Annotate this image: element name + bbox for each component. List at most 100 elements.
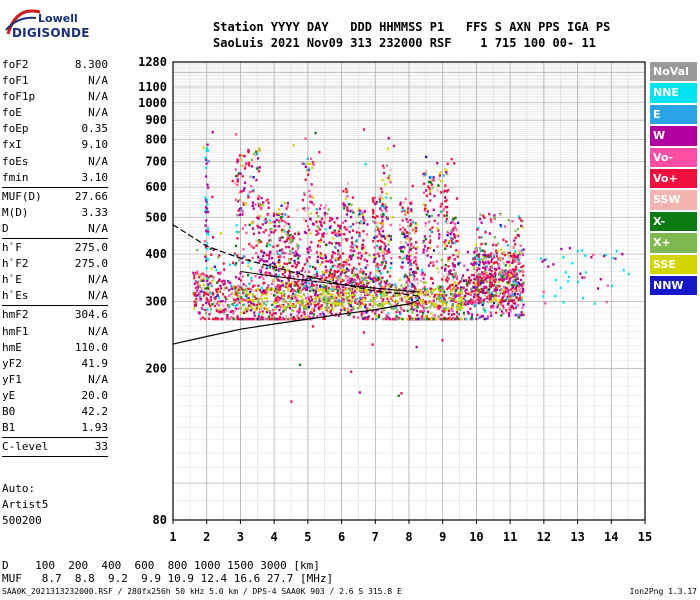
echo-point xyxy=(278,239,281,242)
echo-point xyxy=(349,289,353,292)
echo-point xyxy=(252,176,255,179)
echo-point xyxy=(514,265,518,269)
echo-point xyxy=(447,265,450,268)
echo-point xyxy=(443,240,446,244)
echo-point xyxy=(213,301,216,305)
echo-point xyxy=(199,316,203,319)
echo-point xyxy=(453,275,456,279)
echo-point xyxy=(386,270,389,274)
echo-point xyxy=(193,274,196,277)
echo-point xyxy=(446,280,449,283)
echo-point xyxy=(297,271,301,274)
echo-point xyxy=(216,317,219,321)
echo-point xyxy=(455,310,459,314)
echo-point xyxy=(306,162,309,166)
echo-point xyxy=(485,271,488,275)
echo-point xyxy=(334,233,337,237)
echo-point xyxy=(488,294,491,297)
echo-point xyxy=(209,304,212,308)
echo-point xyxy=(295,297,298,300)
echo-point xyxy=(426,310,430,314)
echo-point xyxy=(236,315,239,319)
echo-point xyxy=(258,268,261,272)
y-tick-label: 1100 xyxy=(138,80,167,94)
echo-point xyxy=(304,137,307,140)
echo-point xyxy=(560,247,563,251)
echo-point xyxy=(204,308,207,312)
echo-point xyxy=(492,254,495,258)
echo-point xyxy=(612,256,615,260)
echo-point xyxy=(545,258,548,261)
echo-point xyxy=(242,283,245,286)
echo-point xyxy=(252,207,255,210)
echo-point xyxy=(232,303,235,307)
echo-point xyxy=(329,258,332,262)
echo-point xyxy=(482,272,485,276)
echo-point xyxy=(285,282,288,285)
echo-point xyxy=(313,276,317,279)
echo-point xyxy=(444,269,447,272)
echo-point xyxy=(400,392,403,395)
echo-point xyxy=(238,207,241,211)
echo-point xyxy=(316,294,319,297)
echo-point xyxy=(450,239,453,242)
echo-point xyxy=(307,207,310,210)
echo-point xyxy=(521,225,524,229)
echo-point xyxy=(349,301,352,305)
echo-point xyxy=(480,272,483,276)
echo-point xyxy=(451,275,454,278)
echo-point xyxy=(289,275,292,278)
echo-point xyxy=(437,305,441,309)
echo-point xyxy=(246,298,249,302)
echo-point xyxy=(445,214,448,217)
polarization-legend: NoVal NNE E W Vo- Vo+ SSW X- X+ SSE NNW xyxy=(650,62,697,297)
echo-point xyxy=(247,287,250,291)
echo-point xyxy=(415,223,418,226)
echo-point xyxy=(445,294,448,297)
echo-point xyxy=(283,225,286,228)
echo-point xyxy=(313,298,316,301)
echo-point xyxy=(280,279,284,283)
echo-point xyxy=(307,173,310,176)
echo-point xyxy=(322,290,325,294)
echo-point xyxy=(453,162,456,165)
echo-point xyxy=(380,215,384,219)
echo-point xyxy=(294,250,298,253)
echo-point xyxy=(422,191,426,194)
echo-point xyxy=(455,283,459,286)
echo-point xyxy=(209,292,212,295)
echo-point xyxy=(381,305,384,308)
echo-point xyxy=(252,246,255,249)
echo-point xyxy=(291,292,295,295)
echo-point xyxy=(517,282,521,285)
echo-point xyxy=(374,303,377,306)
param-value: N/A xyxy=(88,372,108,386)
echo-point xyxy=(301,317,304,321)
echo-point xyxy=(460,292,463,295)
echo-point xyxy=(219,284,222,288)
echo-point xyxy=(357,271,360,274)
echo-point xyxy=(499,308,502,311)
echo-point xyxy=(494,261,497,264)
echo-point xyxy=(495,299,498,302)
echo-point xyxy=(350,370,353,373)
echo-point xyxy=(375,295,379,298)
echo-point xyxy=(398,311,401,314)
echo-point xyxy=(426,293,429,296)
echo-point xyxy=(376,267,380,271)
echo-point xyxy=(367,281,370,285)
legend-item-e: E xyxy=(650,104,697,125)
echo-point xyxy=(451,292,454,296)
echo-point xyxy=(205,298,208,301)
echo-point xyxy=(218,311,221,314)
echo-point xyxy=(361,214,364,217)
echo-point xyxy=(206,183,209,186)
echo-point xyxy=(318,220,322,223)
echo-point xyxy=(286,237,289,240)
echo-point xyxy=(455,197,459,200)
echo-point xyxy=(350,241,354,244)
echo-point xyxy=(407,251,410,254)
echo-point xyxy=(234,304,237,308)
param-name: foF1 xyxy=(2,74,29,88)
echo-point xyxy=(398,291,401,295)
